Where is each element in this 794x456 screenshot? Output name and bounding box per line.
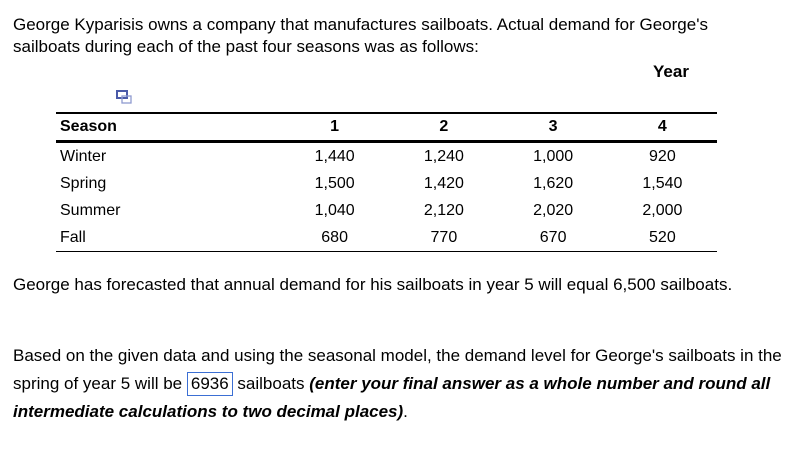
header-year-3: 3: [498, 112, 608, 143]
intro-text: George Kyparisis owns a company that man…: [13, 15, 708, 56]
answer-input[interactable]: 6936: [186, 372, 233, 396]
question-end: .: [403, 402, 408, 421]
forecast-text: George has forecasted that annual demand…: [13, 275, 733, 294]
table-row: Winter 1,440 1,240 1,000 920: [56, 142, 717, 171]
season-cell: Winter: [60, 147, 107, 165]
demand-cell: 2,120: [423, 201, 464, 219]
header-year-2: 2: [389, 112, 499, 143]
demand-cell: 670: [498, 224, 608, 252]
header-year-4: 4: [607, 112, 717, 143]
question-note: (enter your final answer as a whole numb…: [13, 374, 771, 421]
copy-table-icon[interactable]: [116, 90, 132, 104]
demand-cell: 770: [389, 224, 499, 252]
demand-cell: 920: [649, 147, 676, 165]
season-cell: Summer: [60, 201, 121, 219]
demand-cell: 520: [607, 224, 717, 252]
demand-table: Season 1 2 3 4 Winter 1,440 1,240 1,000 920 S…: [56, 112, 717, 252]
demand-cell: 1,620: [533, 174, 574, 192]
demand-cell: 2,000: [642, 201, 683, 219]
question-unit: sailboats: [232, 374, 310, 393]
year-label: Year: [653, 62, 689, 81]
table-row: Spring 1,500 1,420 1,620 1,540: [56, 170, 717, 197]
demand-cell: 1,240: [423, 147, 464, 165]
question-lead: Based on the given data and using the se…: [13, 346, 782, 393]
table-row: Fall 680 770 670 520: [56, 224, 717, 252]
season-cell: Spring: [60, 174, 107, 192]
demand-cell: 1,440: [314, 147, 355, 165]
table-header-row: Season 1 2 3 4: [56, 112, 717, 143]
header-season: Season: [56, 112, 280, 143]
header-year-1: 1: [280, 112, 390, 143]
demand-cell: 2,020: [533, 201, 574, 219]
demand-cell: 1,420: [423, 174, 464, 192]
demand-cell: 1,500: [314, 174, 355, 192]
question-text: Based on the given data and using the se…: [13, 342, 783, 426]
demand-cell: 680: [280, 224, 390, 252]
season-cell: Fall: [56, 224, 280, 252]
demand-cell: 1,000: [533, 147, 574, 165]
demand-cell: 1,540: [642, 174, 683, 192]
table-row: Summer 1,040 2,120 2,020 2,000: [56, 197, 717, 224]
demand-cell: 1,040: [314, 201, 355, 219]
